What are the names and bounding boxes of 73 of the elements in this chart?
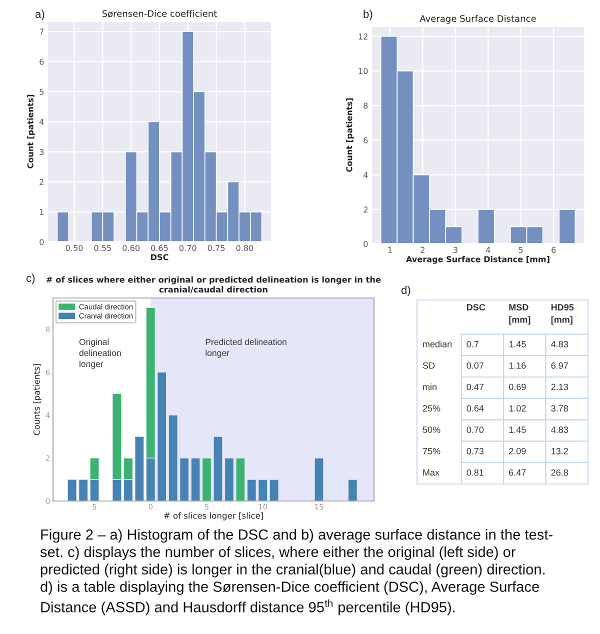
y-tick-label: median bbox=[423, 340, 452, 348]
chart-title: Sørensen-Dice coefficient bbox=[102, 10, 217, 18]
text: a) bbox=[35, 10, 44, 20]
x-tick-label: HD95 [mm] bbox=[551, 304, 574, 325]
y-axis-title: Count [patients] bbox=[346, 98, 354, 172]
data-label: 1.45 bbox=[509, 341, 526, 348]
y-tick-label: 1 bbox=[40, 209, 44, 215]
x-axis-title: DSC bbox=[151, 254, 168, 260]
y-tick-label: 25% bbox=[422, 405, 440, 412]
x-tick-label: DSC bbox=[467, 304, 486, 310]
y-tick-label: min bbox=[423, 384, 436, 390]
x-axis-title: Average Surface Distance [mm] bbox=[406, 256, 550, 264]
y-tick-label: 4 bbox=[363, 172, 368, 178]
chart-title: Average Surface Distance bbox=[420, 14, 536, 24]
y-tick-label: 50% bbox=[422, 426, 440, 433]
data-label: 4.83 bbox=[551, 426, 568, 433]
data-label: 0.70 bbox=[466, 426, 484, 433]
annotation: Original delineation longer bbox=[79, 338, 121, 369]
x-tick-label: 0.65 bbox=[151, 244, 168, 252]
x-tick-label: 4 bbox=[486, 247, 490, 253]
caption: Figure 2 – a) Histogram of the DSC and b) average surface distance in the test- set. c) displays the number of slices, where either the original (left side) or predicted (right side) is longer in the cranial(blue) and caudal (green) direction. d) is a table displaying the Sørensen-Dice coefficient (DSC), Average Surface Distance (ASSD) and Hausdorff distance 95$^{th}$ percentile (HD95). bbox=[40, 529, 552, 616]
data-label: 0.64 bbox=[466, 405, 484, 412]
data-label: 0.73 bbox=[466, 448, 484, 454]
x-tick-label: 0.80 bbox=[236, 244, 254, 252]
y-tick-label: 75% bbox=[422, 448, 440, 454]
y-axis-title: Counts [patients] bbox=[33, 364, 42, 436]
text: d) bbox=[401, 286, 410, 296]
x-tick-label: 6 bbox=[552, 246, 556, 254]
data-label: 1.02 bbox=[509, 405, 526, 412]
data-label: 2.13 bbox=[551, 384, 568, 390]
x-tick-label: 1 bbox=[388, 247, 392, 253]
data-label: 3.78 bbox=[551, 405, 568, 412]
data-label: 26.8 bbox=[551, 469, 568, 476]
data-label: 0.07 bbox=[466, 362, 484, 369]
y-axis-title: Count [patients] bbox=[27, 94, 35, 168]
y-tick-label: 0 bbox=[40, 239, 44, 246]
text: b) bbox=[364, 10, 372, 20]
data-label: 1.45 bbox=[509, 426, 526, 433]
data-label: 0.47 bbox=[466, 384, 484, 390]
x-axis-title: # of slices longer [slice] bbox=[164, 512, 263, 520]
y-tick-label: Max bbox=[423, 469, 440, 476]
data-label: 0.7 bbox=[466, 340, 478, 348]
y-tick-label: 8 bbox=[364, 102, 368, 109]
x-tick-label: MSD [mm] bbox=[509, 304, 530, 325]
y-tick-label: 6 bbox=[364, 137, 368, 144]
data-label: 6.47 bbox=[509, 469, 526, 476]
y-tick-label: 7 bbox=[40, 28, 44, 35]
data-label: 13.2 bbox=[552, 448, 568, 454]
x-tick-label: 0.50 bbox=[66, 244, 83, 252]
y-tick-label: 6 bbox=[40, 58, 44, 65]
data-label: 0.81 bbox=[466, 469, 484, 476]
x-tick-label: 5 bbox=[518, 247, 523, 254]
y-tick-label: 10 bbox=[358, 68, 368, 74]
y-tick-label: 2 bbox=[364, 206, 368, 212]
y-tick-label: 4 bbox=[39, 118, 44, 125]
x-tick-label: 3 bbox=[453, 246, 458, 254]
data-label: 0.69 bbox=[508, 384, 526, 390]
data-label: 4.83 bbox=[551, 340, 568, 348]
x-tick-label: 0.70 bbox=[179, 244, 196, 252]
x-tick-label: 0.60 bbox=[122, 244, 140, 252]
data-label: 2.09 bbox=[509, 448, 526, 454]
text: c) bbox=[26, 274, 35, 284]
data-label: 1.16 bbox=[509, 362, 526, 369]
y-tick-label: 12 bbox=[358, 33, 368, 40]
y-tick-label: SD bbox=[422, 362, 435, 369]
y-tick-label: 2 bbox=[40, 178, 44, 185]
y-tick-label: 5 bbox=[40, 88, 44, 95]
data-label: 6.97 bbox=[551, 362, 568, 369]
x-tick-label: 0.55 bbox=[94, 244, 111, 252]
chart-title: # of slices where either original or predicted delineation is longer in the cranial/caudal direction bbox=[46, 276, 381, 294]
x-tick-label: 0.75 bbox=[208, 244, 225, 252]
y-tick-label: 3 bbox=[40, 148, 44, 155]
annotation: Predicted delineation longer bbox=[206, 338, 286, 358]
